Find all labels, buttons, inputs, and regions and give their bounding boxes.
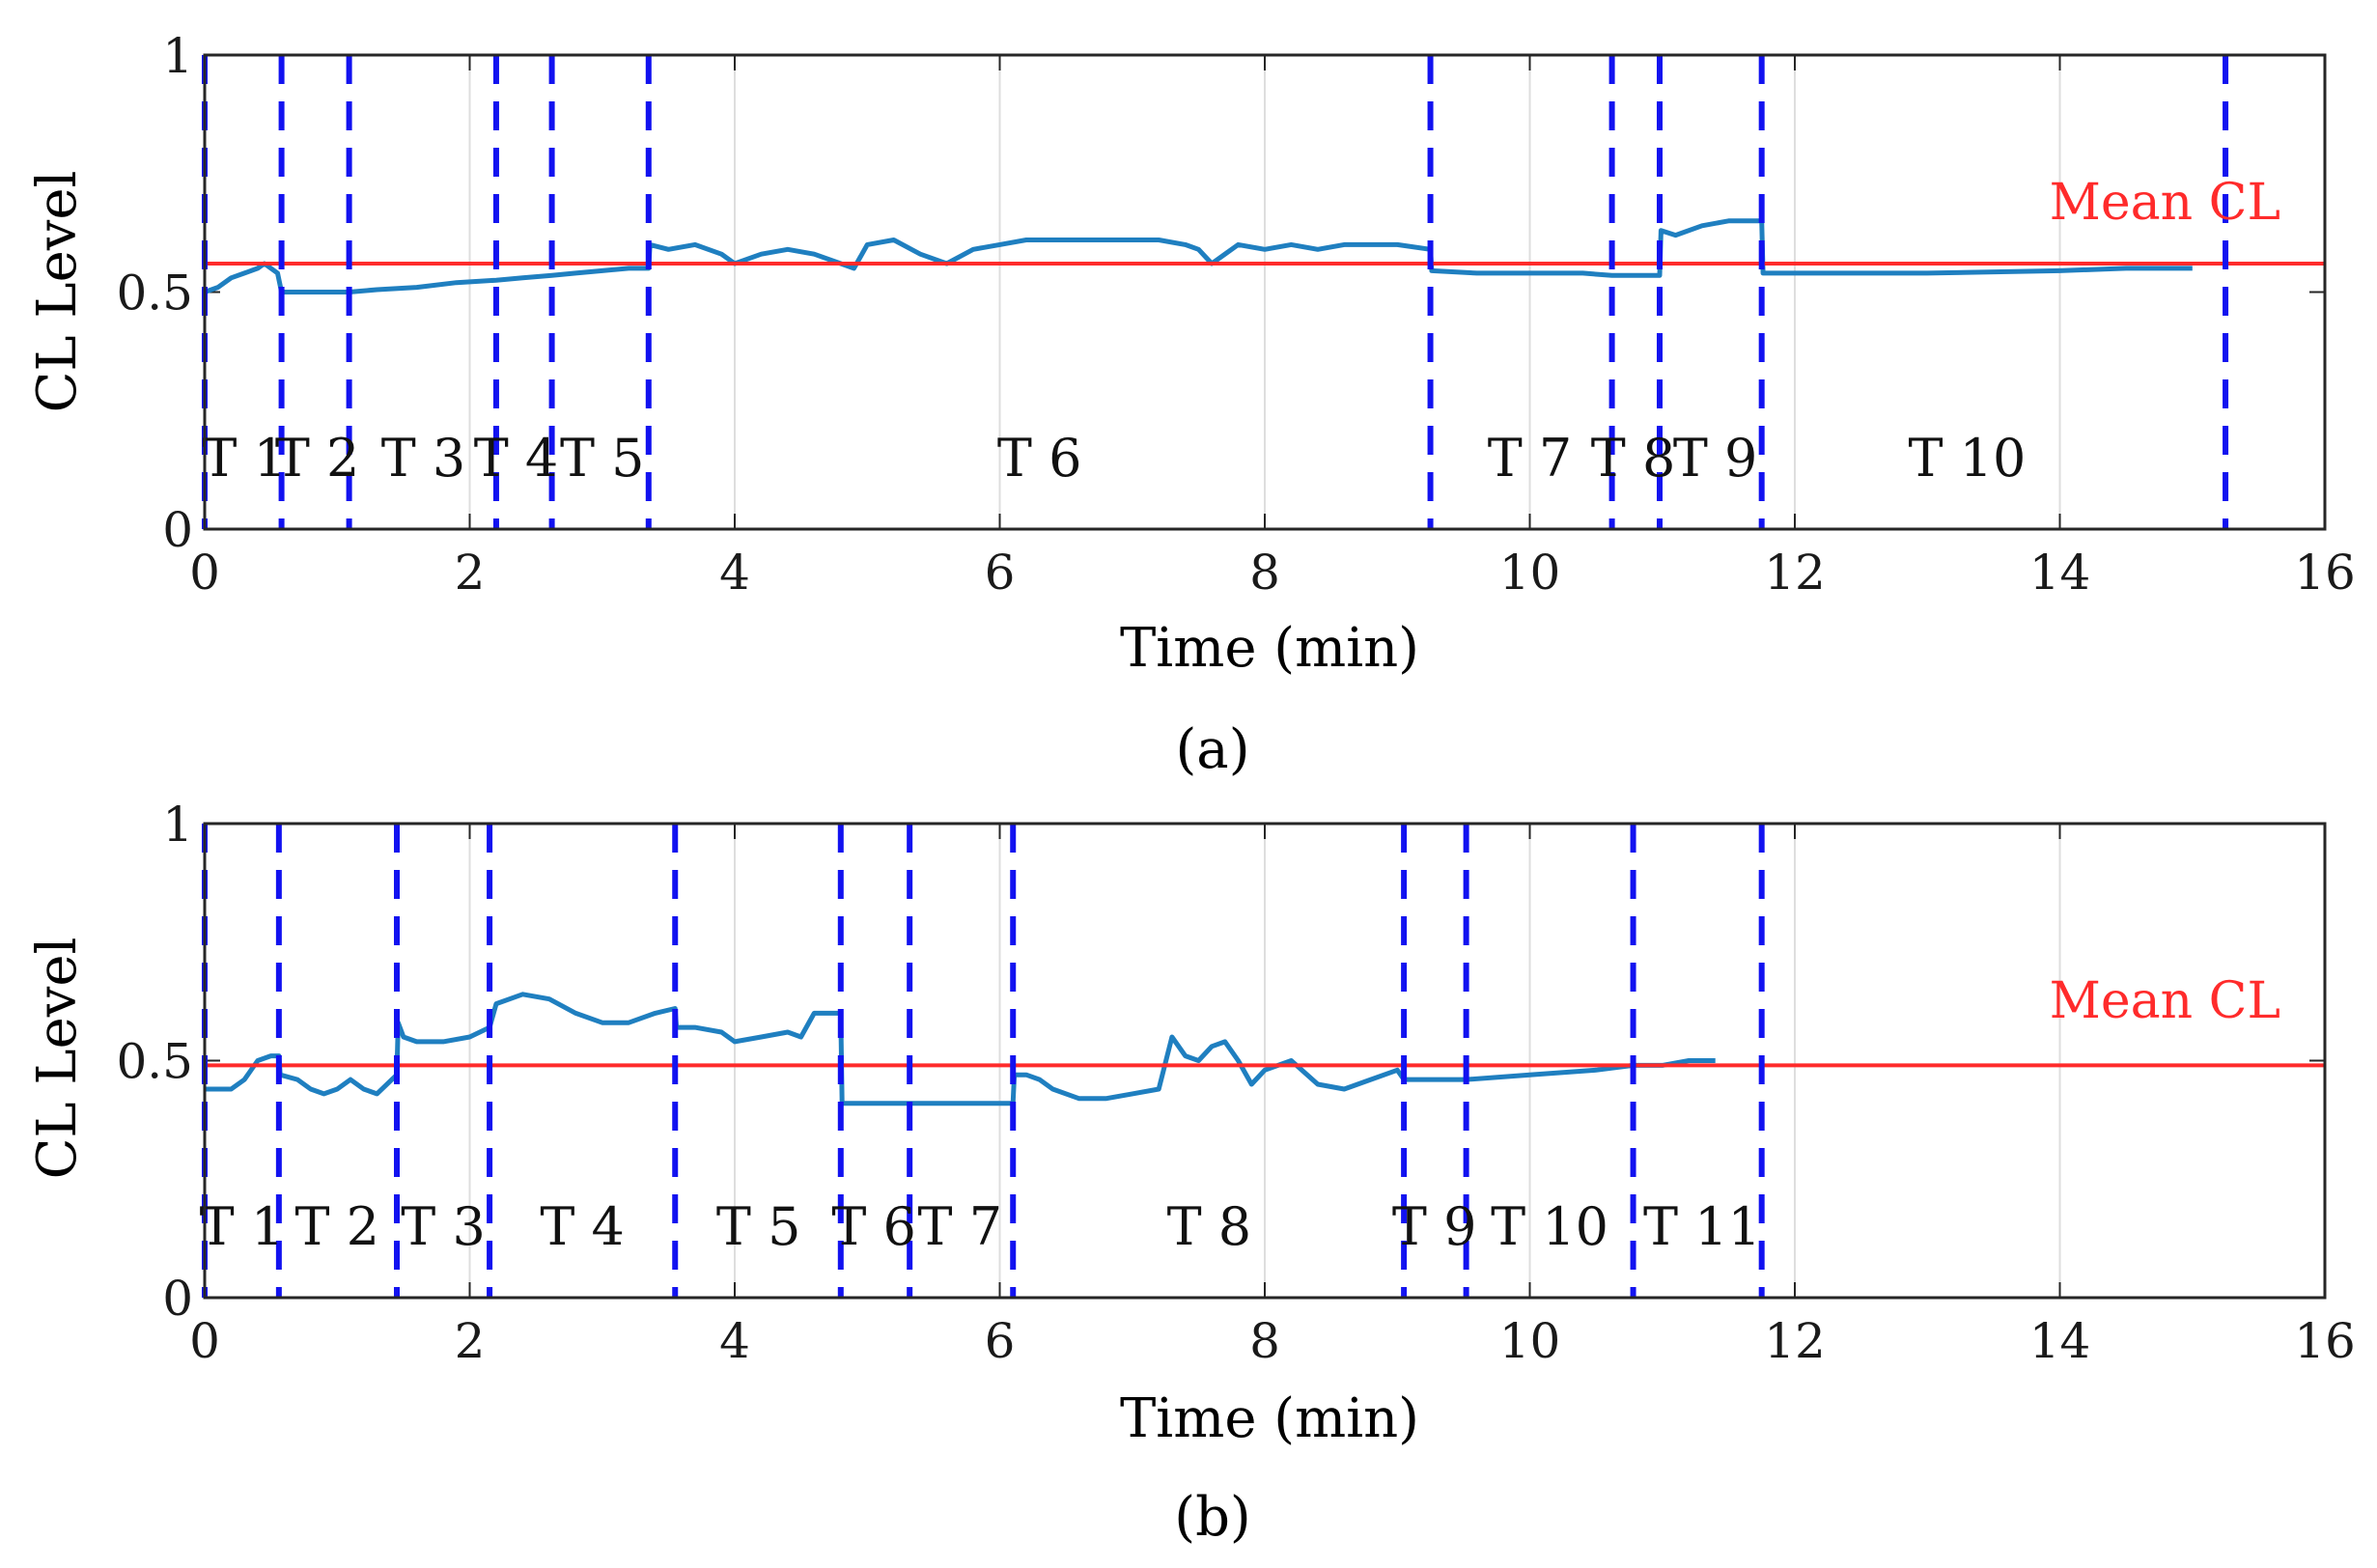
mean-cl-label: Mean CL bbox=[2050, 972, 2280, 1030]
task-label: T 11 bbox=[1643, 1196, 1761, 1257]
x-tick-label: 14 bbox=[2029, 545, 2091, 601]
task-label: T 2 bbox=[294, 1196, 379, 1257]
y-tick-label: 0 bbox=[162, 502, 193, 558]
task-label: T 4 bbox=[474, 428, 559, 489]
x-tick-label: 12 bbox=[1764, 545, 1826, 601]
task-label: T 3 bbox=[401, 1196, 486, 1257]
y-tick-label: 1 bbox=[162, 797, 193, 853]
y-tick-label: 1 bbox=[162, 28, 193, 84]
x-tick-label: 6 bbox=[985, 1313, 1016, 1369]
x-axis-label: Time (min) bbox=[1120, 617, 1419, 680]
x-tick-label: 10 bbox=[1499, 1313, 1561, 1369]
x-tick-label: 16 bbox=[2294, 1313, 2356, 1369]
x-tick-label: 2 bbox=[455, 545, 486, 601]
task-label: T 8 bbox=[1167, 1196, 1252, 1257]
task-label: T 1 bbox=[200, 1196, 285, 1257]
task-label: T 6 bbox=[997, 428, 1082, 489]
y-tick-label: 0.5 bbox=[116, 266, 193, 322]
x-tick-label: 14 bbox=[2029, 1313, 2091, 1369]
x-tick-label: 0 bbox=[189, 1313, 220, 1369]
x-tick-label: 0 bbox=[189, 545, 220, 601]
y-axis-label: CL Level bbox=[26, 171, 89, 413]
task-label: T 7 bbox=[918, 1196, 1003, 1257]
x-tick-label: 8 bbox=[1249, 545, 1280, 601]
task-label: T 6 bbox=[831, 1196, 916, 1257]
y-tick-label: 0.5 bbox=[116, 1034, 193, 1090]
mean-cl-label: Mean CL bbox=[2050, 174, 2280, 232]
task-label: T 5 bbox=[560, 428, 645, 489]
x-tick-label: 2 bbox=[455, 1313, 486, 1369]
x-tick-label: 12 bbox=[1764, 1313, 1826, 1369]
task-label: T 5 bbox=[716, 1196, 801, 1257]
task-label: T 2 bbox=[275, 428, 360, 489]
x-tick-label: 10 bbox=[1499, 545, 1561, 601]
x-tick-label: 4 bbox=[719, 1313, 750, 1369]
x-tick-label: 6 bbox=[985, 545, 1016, 601]
task-label: T 8 bbox=[1591, 428, 1676, 489]
x-tick-label: 16 bbox=[2294, 545, 2356, 601]
task-label: T 7 bbox=[1488, 428, 1573, 489]
panel-label: (b) bbox=[1174, 1486, 1251, 1549]
task-label: T 10 bbox=[1491, 1196, 1608, 1257]
figure: 0 2 4 6 8 10 12 14 1600.51T 1T 2T 3T 4T 5T 6T 7T… bbox=[0, 0, 2377, 1568]
y-tick-label: 0 bbox=[162, 1271, 193, 1327]
task-label: T 9 bbox=[1673, 428, 1758, 489]
task-label: T 1 bbox=[202, 428, 287, 489]
x-tick-label: 8 bbox=[1249, 1313, 1280, 1369]
x-tick-label: 4 bbox=[719, 545, 750, 601]
task-label: T 4 bbox=[540, 1196, 625, 1257]
x-axis-label: Time (min) bbox=[1120, 1387, 1419, 1450]
panel-label: (a) bbox=[1175, 718, 1249, 781]
y-axis-label: CL Level bbox=[26, 938, 89, 1180]
task-label: T 10 bbox=[1908, 428, 2026, 489]
task-label: T 3 bbox=[381, 428, 466, 489]
task-label: T 9 bbox=[1392, 1196, 1477, 1257]
